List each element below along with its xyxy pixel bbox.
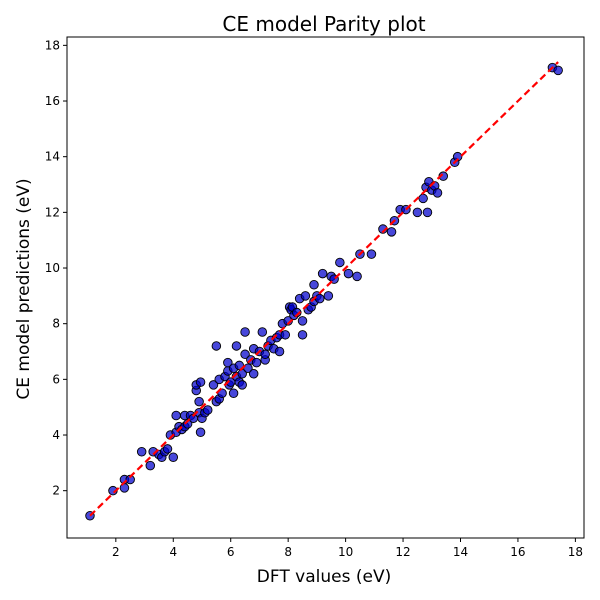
x-tick-label: 16 — [510, 545, 525, 559]
data-point — [195, 427, 206, 437]
x-tick-label: 12 — [395, 545, 410, 559]
x-tick-label: 2 — [112, 545, 120, 559]
data-point — [280, 330, 291, 340]
data-point — [237, 380, 247, 390]
data-point — [297, 316, 308, 326]
data-point — [317, 268, 328, 279]
data-point — [194, 396, 204, 407]
y-tick-label: 2 — [52, 484, 60, 498]
data-point — [240, 327, 250, 337]
chart-title: CE model Parity plot — [222, 12, 425, 36]
x-tick-label: 18 — [568, 545, 583, 559]
data-point — [422, 207, 433, 218]
y-tick-label: 10 — [45, 261, 60, 275]
x-axis-ticks: 2 4 6 8 10 12 14 16 18 — [112, 538, 583, 559]
x-tick-label: 4 — [169, 545, 177, 559]
data-point — [136, 446, 147, 457]
y-tick-label: 4 — [52, 428, 60, 442]
data-point — [228, 388, 239, 399]
x-tick-label: 10 — [338, 545, 353, 559]
data-point — [145, 460, 156, 471]
data-point — [315, 293, 325, 304]
data-point — [195, 377, 206, 387]
y-tick-label: 12 — [45, 205, 60, 219]
data-point — [260, 349, 270, 360]
y-tick-label: 16 — [45, 94, 60, 108]
data-point — [366, 249, 377, 259]
y-axis-ticks: 2 4 6 8 10 12 14 16 18 — [45, 38, 67, 498]
x-tick-label: 8 — [284, 545, 292, 559]
y-axis-label: CE model predictions (eV) — [14, 178, 34, 399]
data-point — [418, 193, 428, 204]
data-point — [297, 330, 308, 340]
parity-line — [89, 61, 559, 517]
data-point — [309, 279, 319, 290]
data-point — [240, 349, 250, 360]
data-point — [274, 346, 285, 357]
data-point — [335, 257, 345, 268]
data-point — [300, 291, 311, 301]
data-point — [248, 369, 259, 379]
data-point — [432, 188, 443, 198]
plot-area — [85, 61, 563, 521]
data-point — [208, 380, 219, 390]
y-tick-label: 8 — [52, 317, 60, 331]
data-point — [352, 271, 362, 282]
data-point — [323, 291, 334, 301]
x-tick-label: 14 — [453, 545, 468, 559]
y-tick-label: 14 — [45, 150, 60, 164]
data-point — [202, 405, 213, 415]
data-point — [251, 357, 262, 368]
data-point — [171, 410, 181, 421]
data-point — [231, 341, 242, 351]
data-point — [223, 357, 233, 368]
plot-frame — [66, 36, 585, 539]
x-axis-label: DFT values (eV) — [257, 567, 391, 587]
x-tick-label: 6 — [227, 545, 235, 559]
data-point — [386, 227, 397, 237]
data-point — [257, 327, 268, 337]
data-point — [412, 207, 423, 218]
y-tick-label: 6 — [52, 372, 60, 386]
data-point — [168, 452, 179, 463]
data-point — [162, 444, 173, 454]
data-point — [211, 341, 222, 351]
data-point — [343, 268, 354, 279]
data-point — [553, 65, 563, 76]
y-tick-label: 18 — [45, 38, 60, 52]
